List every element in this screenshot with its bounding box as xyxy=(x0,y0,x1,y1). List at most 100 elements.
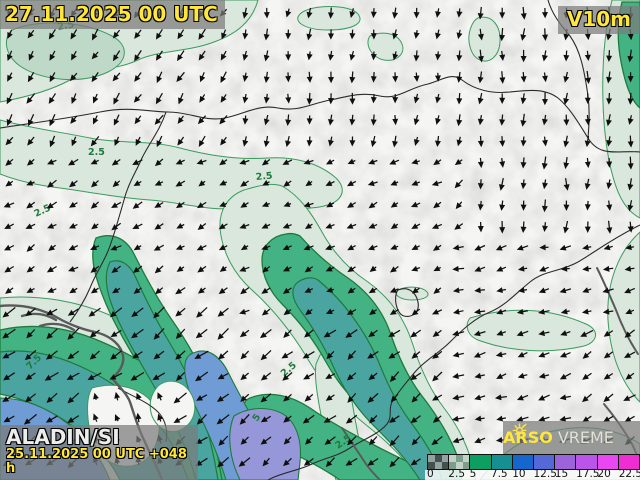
wind-arrow xyxy=(134,50,142,62)
wind-arrow xyxy=(627,49,634,63)
wind-arrow xyxy=(195,371,209,382)
wind-arrow xyxy=(392,72,399,83)
wind-arrow xyxy=(240,201,249,208)
legend-tick-label: 5 xyxy=(469,468,477,480)
wind-arrow xyxy=(4,223,14,229)
wind-arrow xyxy=(452,287,464,294)
wind-arrow xyxy=(433,159,442,166)
wind-arrow xyxy=(559,415,572,422)
wind-arrow xyxy=(520,113,527,127)
wind-arrow xyxy=(389,159,400,165)
wind-arrow xyxy=(390,201,399,208)
wind-arrow xyxy=(538,415,550,422)
wind-arrow xyxy=(260,436,272,445)
wind-arrow xyxy=(156,71,163,84)
wind-arrow xyxy=(132,265,143,273)
colorbar-tick-labels: 0 2.5 5 7.5 10 12.5 15 17.5 20 22.5 xyxy=(425,468,640,480)
wind-arrow xyxy=(367,350,379,359)
wind-arrow xyxy=(410,372,422,381)
wind-arrow xyxy=(541,156,548,170)
wind-arrow xyxy=(88,307,101,317)
wind-arrow xyxy=(260,393,272,403)
wind-arrow xyxy=(582,372,592,380)
wind-arrow xyxy=(175,307,186,317)
wind-arrow xyxy=(285,8,292,18)
wind-arrow xyxy=(413,29,420,39)
wind-arrow xyxy=(132,159,143,165)
wind-arrow xyxy=(328,50,334,61)
wind-arrow xyxy=(345,414,358,424)
wind-arrow xyxy=(47,179,57,188)
wind-arrow xyxy=(346,223,357,229)
wind-arrow xyxy=(26,244,35,252)
wind-arrow xyxy=(263,135,270,148)
wind-arrow xyxy=(177,136,185,146)
wind-arrow xyxy=(48,29,56,40)
wind-arrow xyxy=(218,287,228,295)
wind-arrow xyxy=(71,93,77,104)
wind-arrow xyxy=(303,458,314,466)
wind-arrow xyxy=(304,329,314,338)
wind-arrow xyxy=(132,201,143,209)
wind-arrow xyxy=(238,457,251,467)
wind-arrow xyxy=(71,136,77,147)
wind-arrow xyxy=(580,329,594,337)
wind-arrow xyxy=(603,351,614,359)
wind-arrow xyxy=(499,158,506,168)
country-border xyxy=(0,76,640,153)
wind-arrow xyxy=(392,51,399,61)
wind-arrow xyxy=(240,350,250,360)
wind-arrow xyxy=(349,136,356,147)
wind-arrow xyxy=(175,159,185,165)
wind-arrow xyxy=(582,351,592,359)
wind-arrow xyxy=(411,244,420,250)
wind-arrow xyxy=(345,329,358,338)
wind-arrow xyxy=(434,136,441,148)
legend-cell xyxy=(618,455,640,469)
wind-arrow xyxy=(392,135,398,148)
wind-arrow xyxy=(369,415,378,424)
wind-arrow xyxy=(560,308,570,315)
wind-arrow xyxy=(69,72,78,82)
wind-arrow xyxy=(367,392,379,403)
wind-arrow xyxy=(131,307,144,317)
wind-arrow xyxy=(456,50,463,62)
wind-arrow xyxy=(559,244,572,251)
wind-arrow xyxy=(539,266,549,272)
wind-arrow xyxy=(282,287,292,294)
wind-arrow xyxy=(195,436,208,445)
wind-arrow xyxy=(563,220,569,234)
wind-arrow xyxy=(496,266,507,272)
wind-arrow xyxy=(477,28,484,41)
wind-arrow xyxy=(282,223,292,229)
wind-arrow xyxy=(435,93,441,104)
wind-arrow xyxy=(25,393,36,403)
wind-arrow xyxy=(112,72,121,82)
wind-arrow xyxy=(2,328,16,339)
legend-tick-label: 20 xyxy=(597,468,611,480)
wind-arrow xyxy=(474,244,486,251)
wind-arrow xyxy=(520,179,527,190)
wind-arrow xyxy=(282,372,293,381)
wind-arrow xyxy=(111,201,122,209)
wind-arrow xyxy=(370,135,377,148)
wind-arrow xyxy=(370,72,377,83)
wind-arrow xyxy=(198,180,206,187)
wind-arrow xyxy=(323,329,337,338)
wind-arrow xyxy=(563,71,570,83)
wind-arrow xyxy=(26,287,35,293)
wind-arrow xyxy=(349,92,356,105)
wind-arrow xyxy=(413,50,420,62)
wind-arrow xyxy=(542,28,549,41)
wind-arrow xyxy=(196,201,207,209)
wind-arrow xyxy=(411,223,421,230)
wind-arrow xyxy=(496,287,507,294)
wind-arrow xyxy=(328,114,334,126)
wind-arrow xyxy=(133,180,142,187)
wind-arrow xyxy=(3,372,16,381)
wind-arrow xyxy=(390,223,399,230)
wind-arrow xyxy=(328,93,335,105)
wind-arrow xyxy=(156,135,163,148)
wind-arrow xyxy=(198,28,206,40)
wind-arrow xyxy=(90,265,100,273)
